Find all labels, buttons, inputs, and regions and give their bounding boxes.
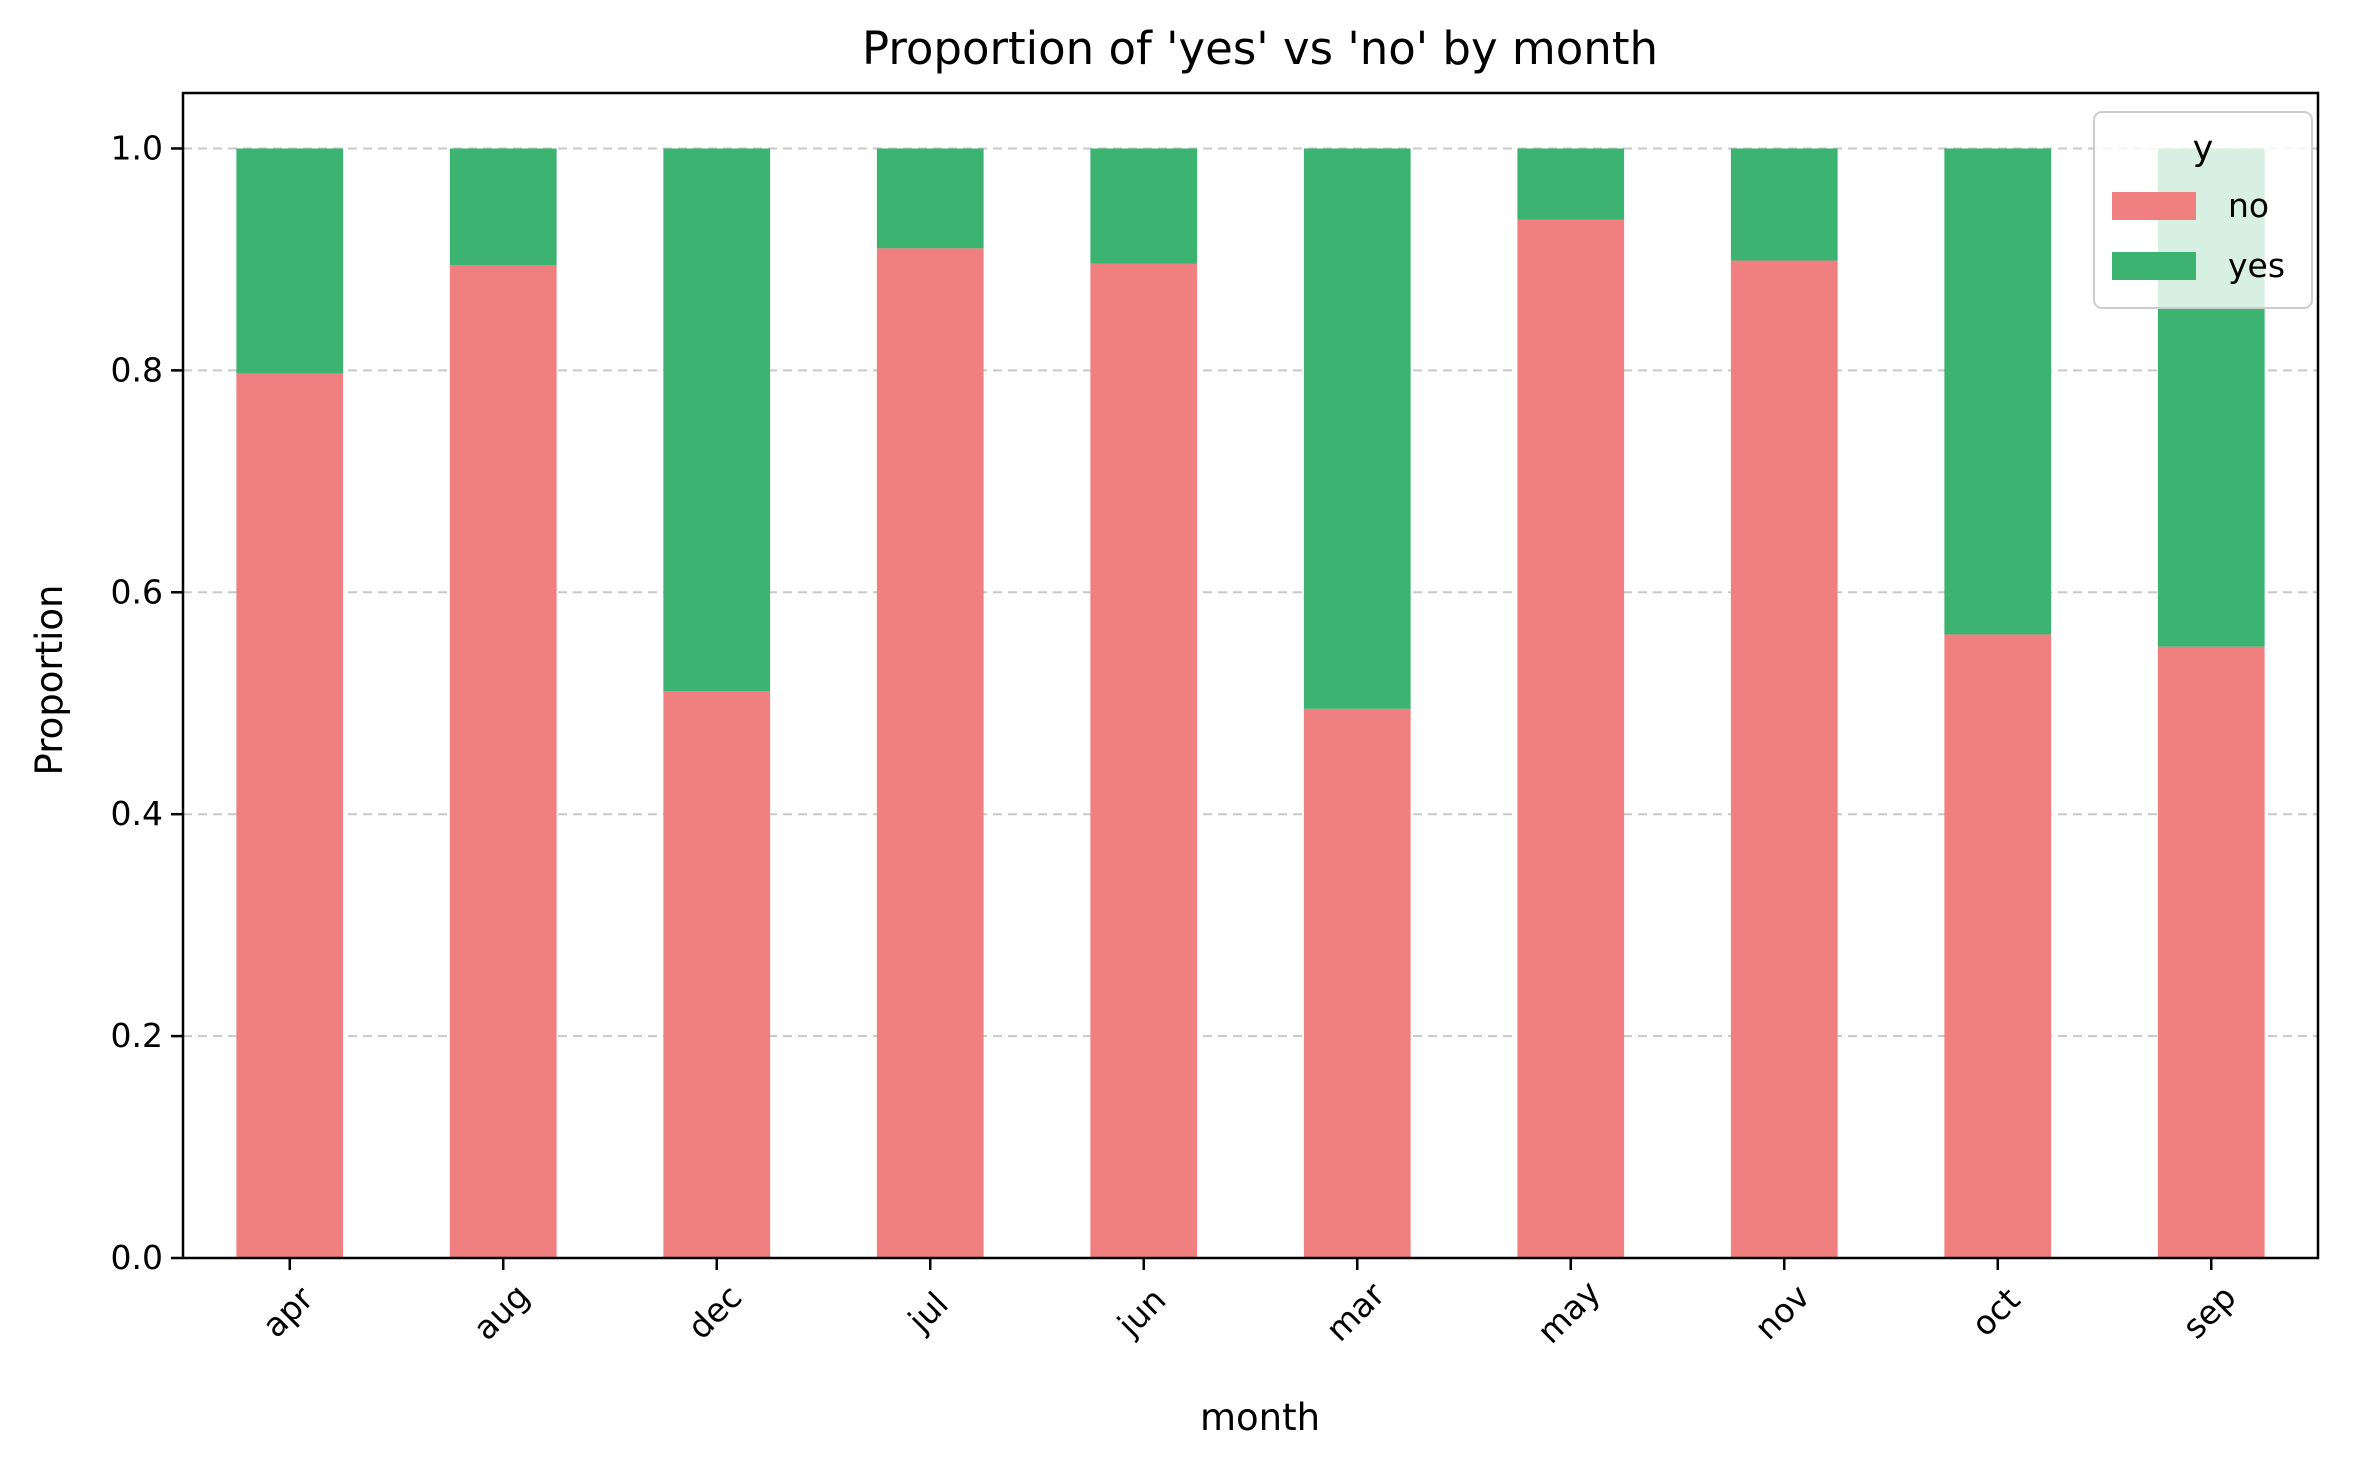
bar-yes-jun: [1090, 148, 1198, 264]
y-tick-label: 0.4: [111, 794, 163, 833]
bar-no-may: [1517, 219, 1625, 1258]
bar-no-sep: [2157, 646, 2265, 1258]
bar-yes-may: [1517, 148, 1625, 220]
chart-title: Proportion of 'yes' vs 'no' by month: [862, 22, 1658, 75]
y-tick-label: 0.2: [111, 1016, 163, 1055]
bars: [236, 148, 2265, 1259]
bar-yes-oct: [1944, 148, 2052, 635]
legend-swatch-no: [2112, 192, 2196, 220]
y-tick-label: 0.0: [111, 1238, 163, 1277]
bar-no-oct: [1944, 634, 2052, 1258]
y-tick-label: 0.8: [111, 350, 163, 389]
bar-yes-nov: [1730, 148, 1838, 261]
plot-area-frame: [181, 91, 2320, 1260]
legend: yno yes: [2093, 111, 2313, 309]
bar-yes-aug: [449, 148, 557, 265]
bar-no-jun: [1090, 263, 1198, 1258]
x-axis-label: month: [1200, 1396, 1320, 1439]
legend-swatch-yes: [2112, 252, 2196, 280]
legend-label-yes: yes: [2228, 246, 2285, 285]
bar-yes-apr: [236, 148, 344, 374]
y-axis-label: Proportion: [28, 585, 71, 776]
bar-yes-dec: [663, 148, 771, 692]
bar-no-mar: [1303, 708, 1411, 1258]
bar-yes-mar: [1303, 148, 1411, 709]
grid-lines: [183, 147, 2318, 1038]
bar-no-jul: [876, 248, 984, 1259]
y-tick-label: 0.6: [111, 572, 163, 611]
legend-title: y: [2193, 129, 2214, 169]
y-tick-label: 1.0: [111, 128, 163, 167]
bar-no-dec: [663, 691, 771, 1258]
legend-label-no: no: [2228, 186, 2269, 225]
bar-no-aug: [449, 264, 557, 1258]
bar-no-apr: [236, 373, 344, 1258]
bar-no-nov: [1730, 260, 1838, 1258]
bar-yes-jul: [876, 148, 984, 249]
